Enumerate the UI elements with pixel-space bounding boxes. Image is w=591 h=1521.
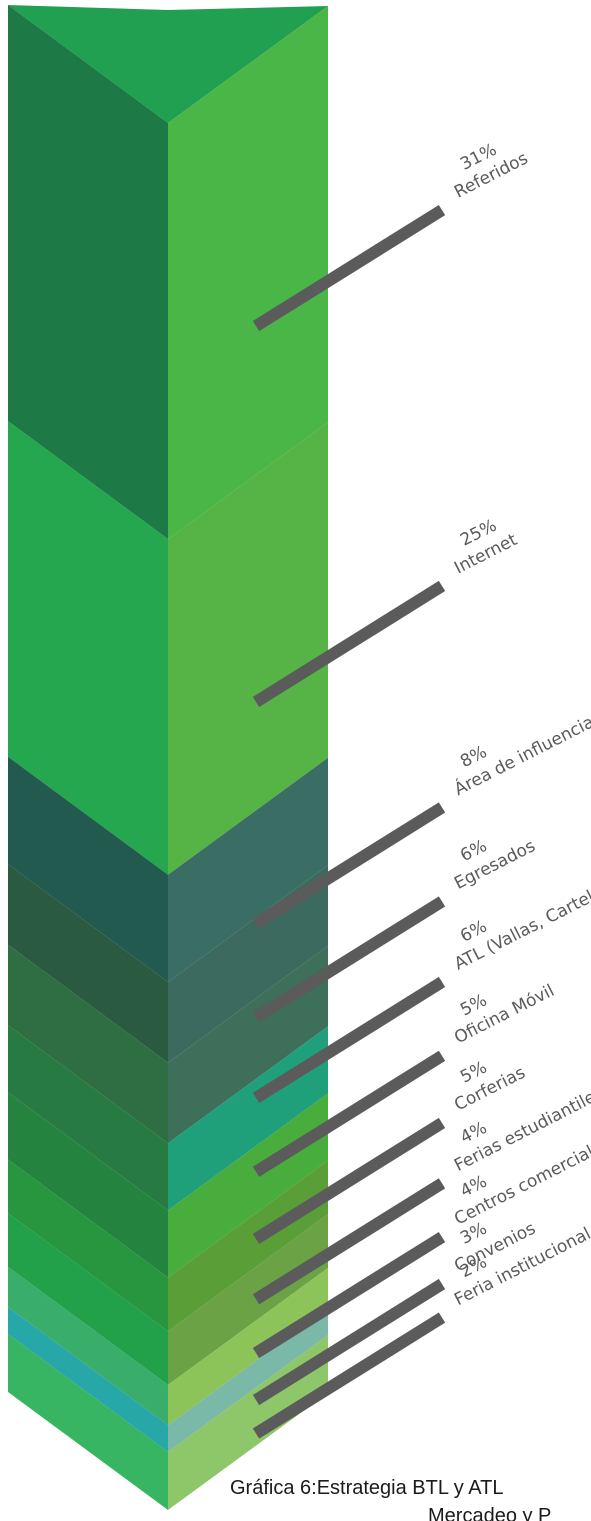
leader-line-7 xyxy=(252,1117,446,1245)
leader-line-2 xyxy=(252,580,446,708)
column-top-face xyxy=(8,5,328,123)
figure-caption: Gráfica 6:Estrategia BTL y ATL Mercadeo … xyxy=(230,1474,591,1521)
leader-line-8 xyxy=(252,1178,446,1305)
segment-left-face-3 xyxy=(8,756,168,983)
segment-right-face-7 xyxy=(168,1093,328,1278)
segment-left-face-7 xyxy=(8,1092,168,1278)
data-label-group-1: 31%Referidos xyxy=(451,140,531,203)
segment-left-face-5 xyxy=(8,944,168,1144)
segment-left-face-10 xyxy=(8,1266,168,1426)
data-label-group-3: 8%Área de influencia xyxy=(450,710,591,799)
segment-right-face-10 xyxy=(168,1267,328,1426)
segment-left-face-9 xyxy=(8,1213,168,1385)
segment-right-face-9 xyxy=(168,1214,328,1385)
leader-line-10 xyxy=(252,1278,446,1406)
segment-left-face-6 xyxy=(8,1025,168,1211)
data-label-group-6: 5%Oficina Móvil xyxy=(451,981,558,1048)
data-label-group-7: 5%Corferias xyxy=(451,1058,529,1116)
leader-line-4 xyxy=(252,896,446,1023)
caption-line-1: Gráfica 6:Estrategia BTL y ATL xyxy=(230,1477,504,1499)
leader-line-3 xyxy=(252,802,446,929)
leader-line-11 xyxy=(252,1312,446,1439)
leader-line-9 xyxy=(252,1231,446,1359)
segment-left-face-2 xyxy=(8,421,168,875)
segment-right-face-8 xyxy=(168,1160,328,1332)
leader-line-5 xyxy=(252,976,446,1104)
segment-left-face-8 xyxy=(8,1159,168,1332)
segment-right-face-4 xyxy=(168,865,328,1063)
leader-line-1 xyxy=(252,204,446,332)
column-base-left-face xyxy=(8,1334,168,1510)
caption-line-2: Mercadeo y P xyxy=(428,1505,552,1521)
segment-right-face-1 xyxy=(168,6,328,540)
column-segments xyxy=(8,5,328,1510)
segment-left-face-4 xyxy=(8,864,168,1063)
leader-line-6 xyxy=(252,1050,446,1177)
segment-right-face-3 xyxy=(168,757,328,983)
segment-right-face-11 xyxy=(168,1308,328,1452)
leader-lines xyxy=(252,204,446,1439)
segment-left-face-1 xyxy=(8,5,168,540)
data-label-group-4: 6%Egresados xyxy=(451,836,539,894)
data-labels: 31%Referidos 25%Internet 8%Área de influen… xyxy=(450,140,591,1310)
data-label-group-2: 25%Internet xyxy=(451,516,521,579)
segment-right-face-2 xyxy=(168,422,328,875)
segment-left-face-11 xyxy=(8,1307,168,1452)
data-label-category-5: ATL (Vallas, Carteles, Prensa) xyxy=(451,844,591,974)
